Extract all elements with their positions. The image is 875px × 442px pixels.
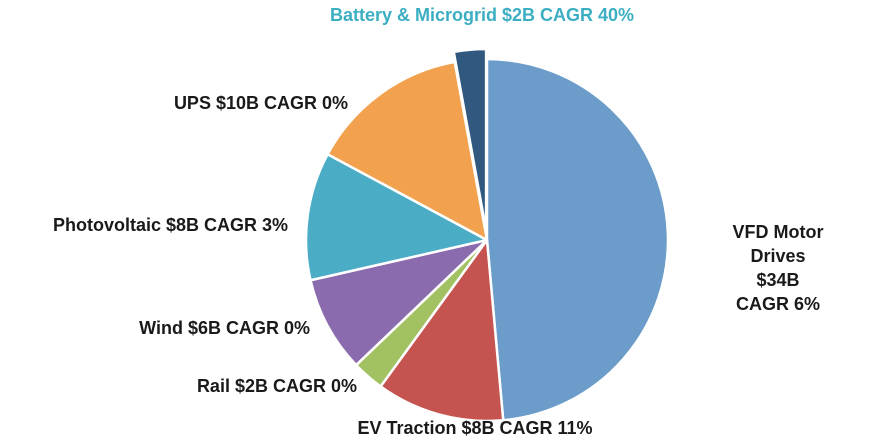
slice-label-photovoltaic: Photovoltaic $8B CAGR 3%: [52, 215, 288, 235]
slice-label-rail: Rail $2B CAGR 0%: [196, 376, 357, 396]
slice-label-battery-microgrid: Battery & Microgrid $2B CAGR 40%: [329, 5, 635, 25]
pie-slice-vfd-motor-drives: [485, 57, 670, 422]
pie-slice-battery-microgrid: [452, 47, 488, 232]
slice-label-ev-traction: EV Traction $8B CAGR 11%: [357, 418, 593, 438]
slice-label-wind: Wind $6B CAGR 0%: [139, 318, 310, 338]
pie-slice-ups: [326, 60, 489, 242]
slice-label-vfd-motor-drives: VFD Motor Drives $34B CAGR 6%: [732, 222, 824, 314]
pie-slice-ev-traction: [379, 238, 505, 423]
slice-label-ups: UPS $10B CAGR 0%: [173, 93, 348, 113]
pie-slice-photovoltaic: [304, 152, 489, 282]
